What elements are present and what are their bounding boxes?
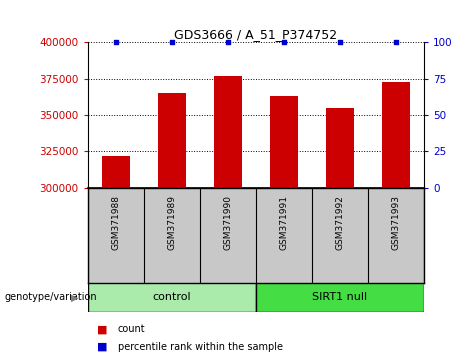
Point (280, 40, 288, 45)
Text: GSM371988: GSM371988 (111, 195, 120, 250)
Text: SIRT1 null: SIRT1 null (313, 292, 367, 302)
Bar (382, 82, 410, 188)
Text: GSM371992: GSM371992 (336, 195, 344, 250)
Point (168, 40, 175, 45)
Bar (326, 108, 354, 188)
Text: count: count (118, 324, 145, 334)
Bar (256, 283, 424, 312)
Point (112, 40, 119, 45)
Text: GSM371991: GSM371991 (279, 195, 289, 250)
Text: ■: ■ (97, 342, 107, 352)
Text: percentile rank within the sample: percentile rank within the sample (118, 342, 283, 352)
Point (336, 40, 343, 45)
Text: ▶: ▶ (71, 292, 79, 302)
Point (224, 40, 231, 45)
Bar (88, 283, 256, 312)
Bar (214, 76, 242, 188)
Title: GDS3666 / A_51_P374752: GDS3666 / A_51_P374752 (174, 28, 337, 41)
Text: GSM371989: GSM371989 (167, 195, 176, 250)
Bar (270, 96, 298, 188)
Bar (101, 156, 130, 188)
Text: genotype/variation: genotype/variation (5, 292, 97, 302)
Text: GSM371993: GSM371993 (391, 195, 401, 250)
Bar (158, 93, 186, 188)
Text: GSM371990: GSM371990 (223, 195, 232, 250)
Text: control: control (153, 292, 191, 302)
Point (392, 40, 400, 45)
Text: ■: ■ (97, 324, 107, 334)
